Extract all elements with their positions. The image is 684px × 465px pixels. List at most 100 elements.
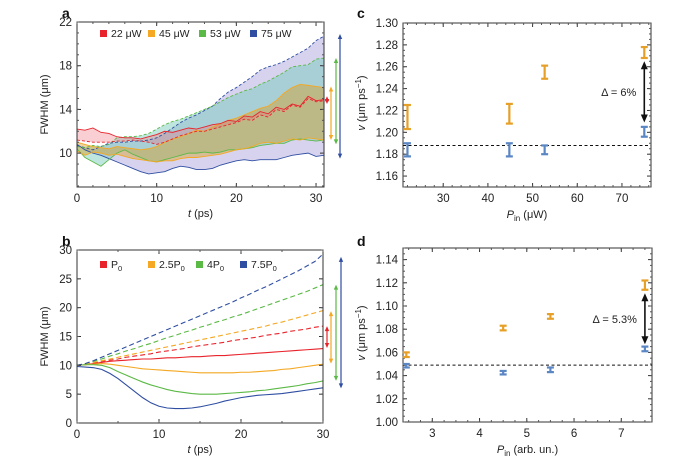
y-tick-label: 1.10 — [376, 301, 398, 313]
range-arrow-blue-head-up — [338, 256, 344, 262]
delta-arrow-head-down — [641, 336, 649, 345]
legend-label: 45 μW — [159, 28, 190, 40]
x-tick-label: 5 — [524, 428, 530, 440]
y-axis-label: FWHM (μm) — [39, 74, 51, 134]
y-axis-label-unit: (μm ps — [356, 318, 368, 355]
legend-label: 2.5P0 — [159, 259, 185, 273]
range-arrow-red-head-down — [324, 343, 330, 349]
range-arrow-green-head-down — [333, 375, 339, 381]
x-tick-label: 10 — [153, 429, 166, 441]
band-lower-green — [77, 138, 324, 167]
panel-c: c 30 40 50 60 70 1.16 1.18 1.20 1.22 1.24 1.26 1.28 1… — [354, 5, 652, 223]
y-tick-label: 22 — [59, 17, 72, 29]
y-tick-label: 1.24 — [376, 84, 399, 96]
y-tick-label: 1.08 — [376, 324, 398, 336]
lines-group — [77, 253, 323, 410]
delta-arrow-head-down — [640, 114, 648, 123]
band-orange — [77, 84, 324, 162]
y-axis-label-text: FWHM (μm) — [39, 306, 51, 366]
y-tick-label: 25 — [59, 274, 72, 286]
band-upper-orange — [77, 83, 324, 151]
legend-label: 75 μW — [261, 28, 292, 40]
x-axis-label-unit: (μW) — [520, 209, 547, 221]
y-tick-label: 5 — [66, 389, 72, 401]
legend-label: P0 — [111, 259, 122, 273]
delta-annotation: Δ = 6% — [601, 87, 636, 99]
y-axis-label-var: v — [356, 124, 368, 131]
y-tick-label: 1.02 — [376, 394, 398, 406]
x-tick-label: 70 — [616, 193, 629, 205]
x-tick-label: 30 — [310, 193, 323, 205]
y-tick-label: 1.20 — [376, 127, 398, 139]
line-blue-solid — [77, 365, 323, 410]
band-green — [77, 58, 324, 167]
legend-label-main: P — [111, 259, 118, 271]
x-tick-label: 0 — [74, 193, 80, 205]
y-axis-label-sup: −1 — [354, 309, 363, 319]
legend-label: 4P0 — [207, 259, 224, 273]
x-tick-label: 4 — [476, 428, 483, 440]
range-arrow-orange-head-up — [328, 86, 334, 92]
y-axis-label: v (μm ps−1) — [354, 305, 368, 360]
legend-swatch-red — [100, 30, 107, 37]
legend-label-sub: 0 — [220, 264, 224, 273]
x-axis-label-unit: (arb. un.) — [510, 444, 558, 456]
panel-label-d: d — [357, 233, 366, 249]
x-tick-label: 20 — [235, 429, 248, 441]
legend-label: 22 μW — [111, 28, 142, 40]
line-green-solid — [77, 364, 323, 395]
legend-label-main: 7.5P — [251, 259, 273, 271]
y-tick-label: 20 — [59, 303, 72, 315]
line-red-dashed — [77, 325, 323, 366]
y-tick-label: 1.28 — [376, 40, 398, 52]
x-axis-label-unit: (ps) — [191, 208, 213, 220]
x-tick-label: 20 — [230, 193, 243, 205]
range-arrow-orange-head-down — [328, 358, 334, 364]
legend-swatch-red — [100, 261, 107, 268]
y-tick-label: 1.14 — [376, 255, 399, 267]
x-tick-label: 6 — [571, 428, 577, 440]
x-axis-label-sub: in — [504, 449, 510, 458]
legend-label: 53 μW — [210, 28, 241, 40]
plot-frame — [402, 247, 653, 423]
range-arrow-green-head-down — [333, 139, 339, 145]
x-tick-label: 30 — [437, 193, 450, 205]
bands-group — [77, 35, 324, 175]
band-lower-red — [77, 97, 324, 145]
range-arrow-green-head-up — [333, 284, 339, 290]
x-tick-label: 40 — [482, 193, 495, 205]
y-tick-label: 18 — [59, 61, 72, 73]
plot-frame — [76, 249, 324, 424]
x-tick-label: 50 — [526, 193, 539, 205]
y-tick-label: 10 — [59, 148, 72, 160]
legend-label-main: 4P — [207, 259, 220, 271]
range-arrow-orange-head-up — [328, 311, 334, 317]
line-blue-dashed — [77, 253, 323, 366]
x-tick-label: 0 — [74, 429, 80, 441]
x-tick-label: 60 — [571, 193, 584, 205]
line-green-dashed — [77, 284, 323, 366]
panel-label-c: c — [357, 5, 365, 21]
x-tick-label: 3 — [429, 428, 435, 440]
y-tick-label: 1.18 — [376, 149, 398, 161]
x-axis-label: t (ps) — [188, 208, 213, 220]
legend-label: 7.5P0 — [251, 259, 277, 273]
panel-label-a: a — [62, 5, 70, 21]
plot-frame — [76, 21, 325, 188]
y-axis-label: FWHM (μm) — [39, 306, 51, 366]
line-red-solid — [77, 348, 323, 366]
y-tick-label: 1.30 — [376, 18, 398, 30]
legend-swatch-orange — [148, 30, 155, 37]
x-tick-label: 10 — [150, 193, 163, 205]
legend-label-sub: 0 — [118, 264, 122, 273]
x-axis-label-var: t — [188, 208, 192, 220]
x-tick-label: 7 — [618, 428, 624, 440]
y-axis-label-var: v — [356, 354, 368, 361]
legend-swatch-blue — [240, 261, 247, 268]
range-arrow-green-head-up — [333, 58, 339, 64]
legend-label-sub: 0 — [273, 264, 277, 273]
legend-swatch-blue — [250, 30, 257, 37]
range-arrow-blue-head-up — [337, 34, 343, 40]
